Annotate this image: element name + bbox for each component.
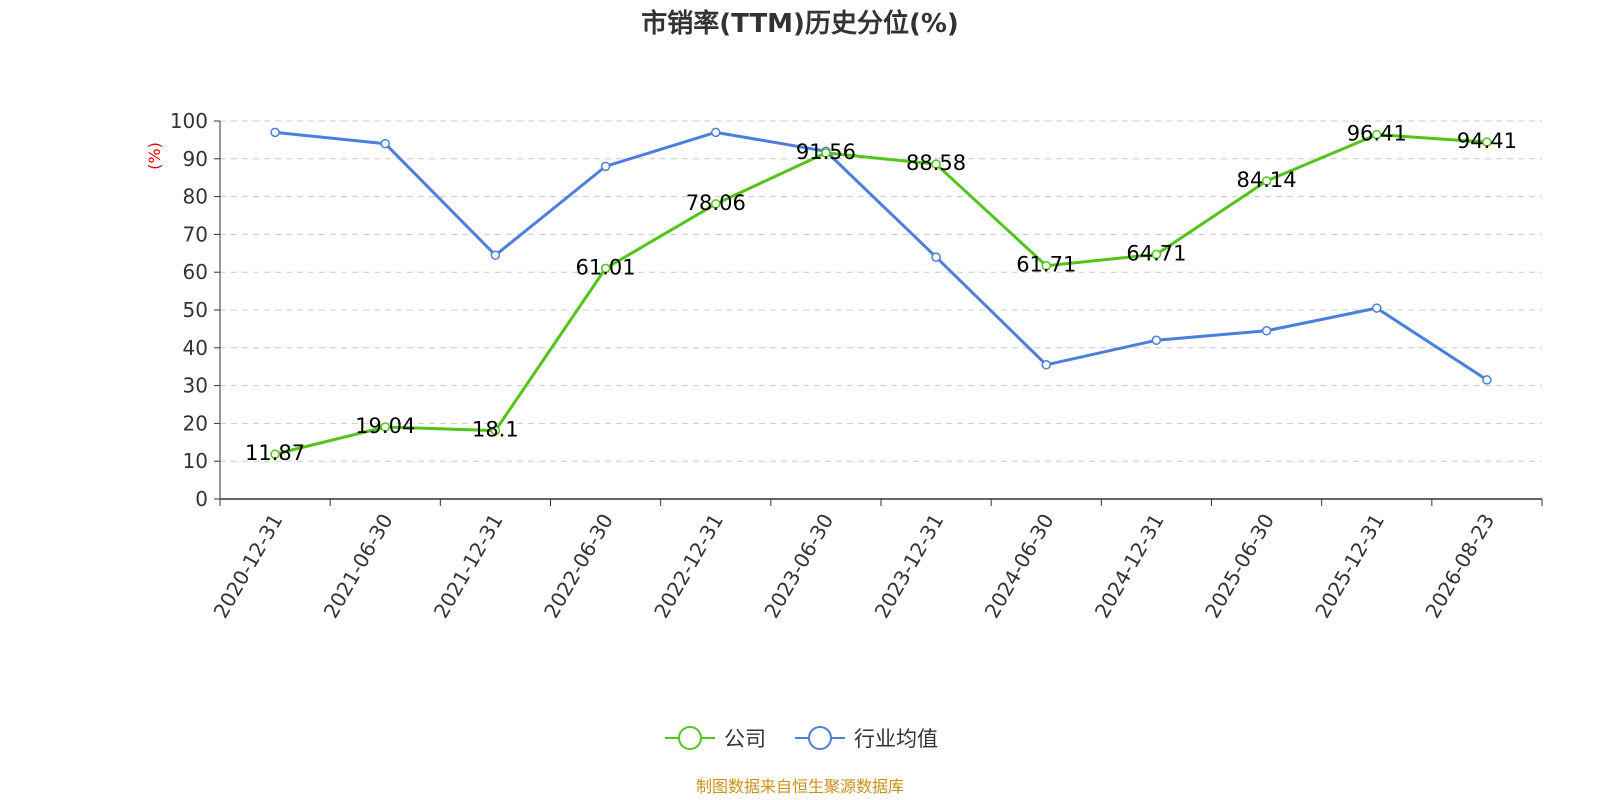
data-point[interactable] [1482, 375, 1492, 385]
y-tick-label: 80 [183, 185, 208, 209]
y-tick-label: 20 [183, 411, 208, 435]
legend[interactable]: 公司 行业均值 [665, 726, 938, 751]
series-line-industry [274, 130, 1488, 382]
x-tick-label: 2024-06-30 [980, 510, 1059, 623]
y-tick-label: 50 [183, 298, 208, 322]
data-point[interactable] [380, 138, 390, 149]
data-label: 96.41 [1347, 122, 1407, 146]
y-tick-label: 70 [183, 222, 208, 246]
data-point[interactable] [821, 148, 831, 158]
y-tick-label: 30 [183, 374, 208, 398]
data-point[interactable] [490, 425, 501, 436]
legend-label: 行业均值 [854, 727, 938, 751]
y-axis-label: (%) [145, 142, 164, 170]
x-tick-label: 2022-06-30 [539, 510, 618, 623]
data-point[interactable] [490, 250, 501, 260]
series-line-company [274, 133, 1488, 456]
axes: 0 10 20 30 40 50 60 70 80 90 100 2020-12-31 2021-06-… [170, 109, 1543, 623]
data-point[interactable] [1372, 129, 1382, 140]
data-label: 78.06 [686, 191, 746, 215]
x-tick-label: 2023-06-30 [759, 510, 838, 623]
data-point[interactable] [1261, 176, 1272, 186]
legend-item-industry[interactable]: 行业均值 [795, 726, 938, 751]
legend-label: 公司 [724, 727, 766, 751]
x-tick-label: 2023-12-31 [870, 510, 949, 623]
x-tick-label: 2020-12-31 [209, 510, 288, 623]
data-label: 64.71 [1126, 241, 1186, 265]
gridlines [220, 120, 1542, 462]
data-label: 84.14 [1237, 168, 1297, 192]
plot-area: 11.87 19.04 18.1 61.01 78.06 91.56 88.58 61.71 6… [245, 122, 1517, 466]
y-tick-label: 40 [183, 336, 208, 360]
x-tick-label: 2024-12-31 [1090, 510, 1169, 623]
data-point[interactable] [931, 252, 941, 262]
data-point[interactable] [1372, 303, 1382, 313]
data-label: 18.1 [472, 418, 519, 442]
data-label: 61.01 [576, 255, 636, 279]
y-tick-label: 10 [183, 449, 208, 473]
chart-title: 市销率(TTM)历史分位(%) [641, 8, 959, 39]
data-point[interactable] [600, 161, 611, 172]
data-label: 88.58 [906, 151, 966, 175]
x-tick-label: 2026-08-23 [1420, 510, 1499, 623]
y-tick-label: 60 [183, 260, 208, 284]
legend-marker-icon [678, 726, 702, 750]
data-label: 91.56 [796, 140, 856, 164]
data-point[interactable] [1482, 137, 1492, 147]
data-label: 11.87 [245, 441, 305, 465]
data-point[interactable] [600, 263, 611, 274]
y-tick-label: 0 [195, 487, 208, 511]
data-point[interactable] [1151, 249, 1162, 260]
data-point[interactable] [1151, 335, 1162, 345]
legend-item-company[interactable]: 公司 [665, 726, 766, 751]
legend-marker-icon [808, 726, 832, 750]
source-note: 制图数据来自恒生聚源数据库 [696, 777, 904, 796]
data-point[interactable] [1261, 326, 1272, 336]
data-label: 61.71 [1016, 253, 1076, 277]
data-point[interactable] [711, 127, 721, 138]
data-point[interactable] [931, 159, 941, 169]
data-point[interactable] [1041, 260, 1051, 271]
y-tick-label: 90 [183, 147, 208, 171]
data-point[interactable] [380, 422, 390, 432]
data-point[interactable] [270, 127, 280, 138]
data-point[interactable] [1041, 360, 1051, 370]
x-tick-label: 2022-12-31 [649, 510, 728, 623]
x-tick-label: 2025-12-31 [1310, 510, 1389, 623]
x-tick-label: 2021-06-30 [319, 510, 398, 623]
data-point[interactable] [270, 449, 280, 459]
x-tick-label: 2025-06-30 [1200, 510, 1279, 623]
x-tick-label: 2021-12-31 [429, 510, 508, 623]
data-point[interactable] [711, 199, 721, 209]
data-label: 19.04 [355, 414, 415, 438]
data-label: 94.41 [1457, 129, 1517, 153]
y-tick-label: 100 [170, 109, 208, 133]
